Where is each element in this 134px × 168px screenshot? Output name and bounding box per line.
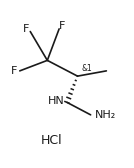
Text: F: F (11, 66, 18, 76)
Text: NH₂: NH₂ (95, 111, 116, 120)
Text: &1: &1 (81, 64, 92, 73)
Text: F: F (59, 21, 65, 31)
Text: HCl: HCl (40, 134, 62, 147)
Text: HN: HN (47, 96, 64, 106)
Text: F: F (23, 24, 29, 34)
